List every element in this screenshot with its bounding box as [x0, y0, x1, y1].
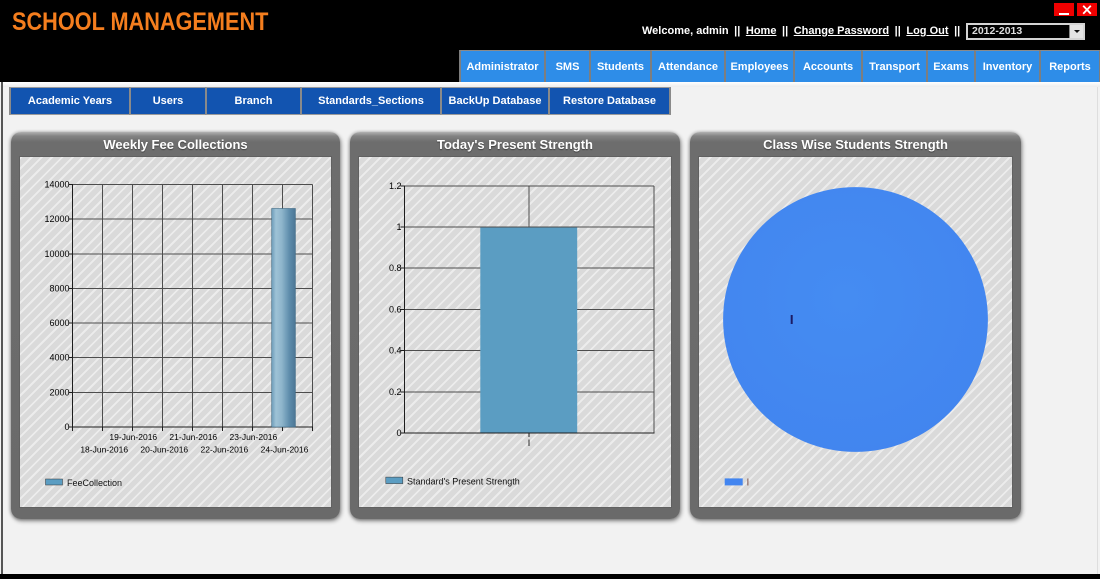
- svg-text:21-Jun-2016: 21-Jun-2016: [169, 432, 217, 442]
- svg-text:FeeCollection: FeeCollection: [67, 478, 122, 488]
- svg-text:0.2: 0.2: [389, 387, 402, 397]
- svg-text:I: I: [747, 478, 750, 489]
- svg-text:0.8: 0.8: [389, 263, 402, 273]
- svg-text:0.6: 0.6: [389, 304, 402, 314]
- svg-text:10000: 10000: [44, 249, 69, 259]
- svg-text:19-Jun-2016: 19-Jun-2016: [109, 432, 157, 442]
- svg-text:23-Jun-2016: 23-Jun-2016: [230, 432, 278, 442]
- svg-text:14000: 14000: [44, 180, 69, 190]
- svg-text:0: 0: [396, 428, 401, 438]
- svg-text:4000: 4000: [49, 353, 69, 363]
- svg-text:Standard's Present Strength: Standard's Present Strength: [407, 477, 520, 487]
- svg-text:22-Jun-2016: 22-Jun-2016: [201, 445, 249, 455]
- svg-text:24-Jun-2016: 24-Jun-2016: [261, 445, 309, 455]
- svg-text:20-Jun-2016: 20-Jun-2016: [140, 445, 188, 455]
- svg-text:1.2: 1.2: [389, 181, 402, 191]
- svg-text:I: I: [528, 438, 531, 448]
- svg-text:0.4: 0.4: [389, 346, 402, 356]
- svg-text:2000: 2000: [49, 387, 69, 397]
- svg-text:8000: 8000: [49, 283, 69, 293]
- svg-text:1: 1: [396, 222, 401, 232]
- svg-text:0: 0: [64, 422, 69, 432]
- svg-text:12000: 12000: [44, 214, 69, 224]
- svg-text:18-Jun-2016: 18-Jun-2016: [80, 445, 128, 455]
- svg-text:6000: 6000: [49, 318, 69, 328]
